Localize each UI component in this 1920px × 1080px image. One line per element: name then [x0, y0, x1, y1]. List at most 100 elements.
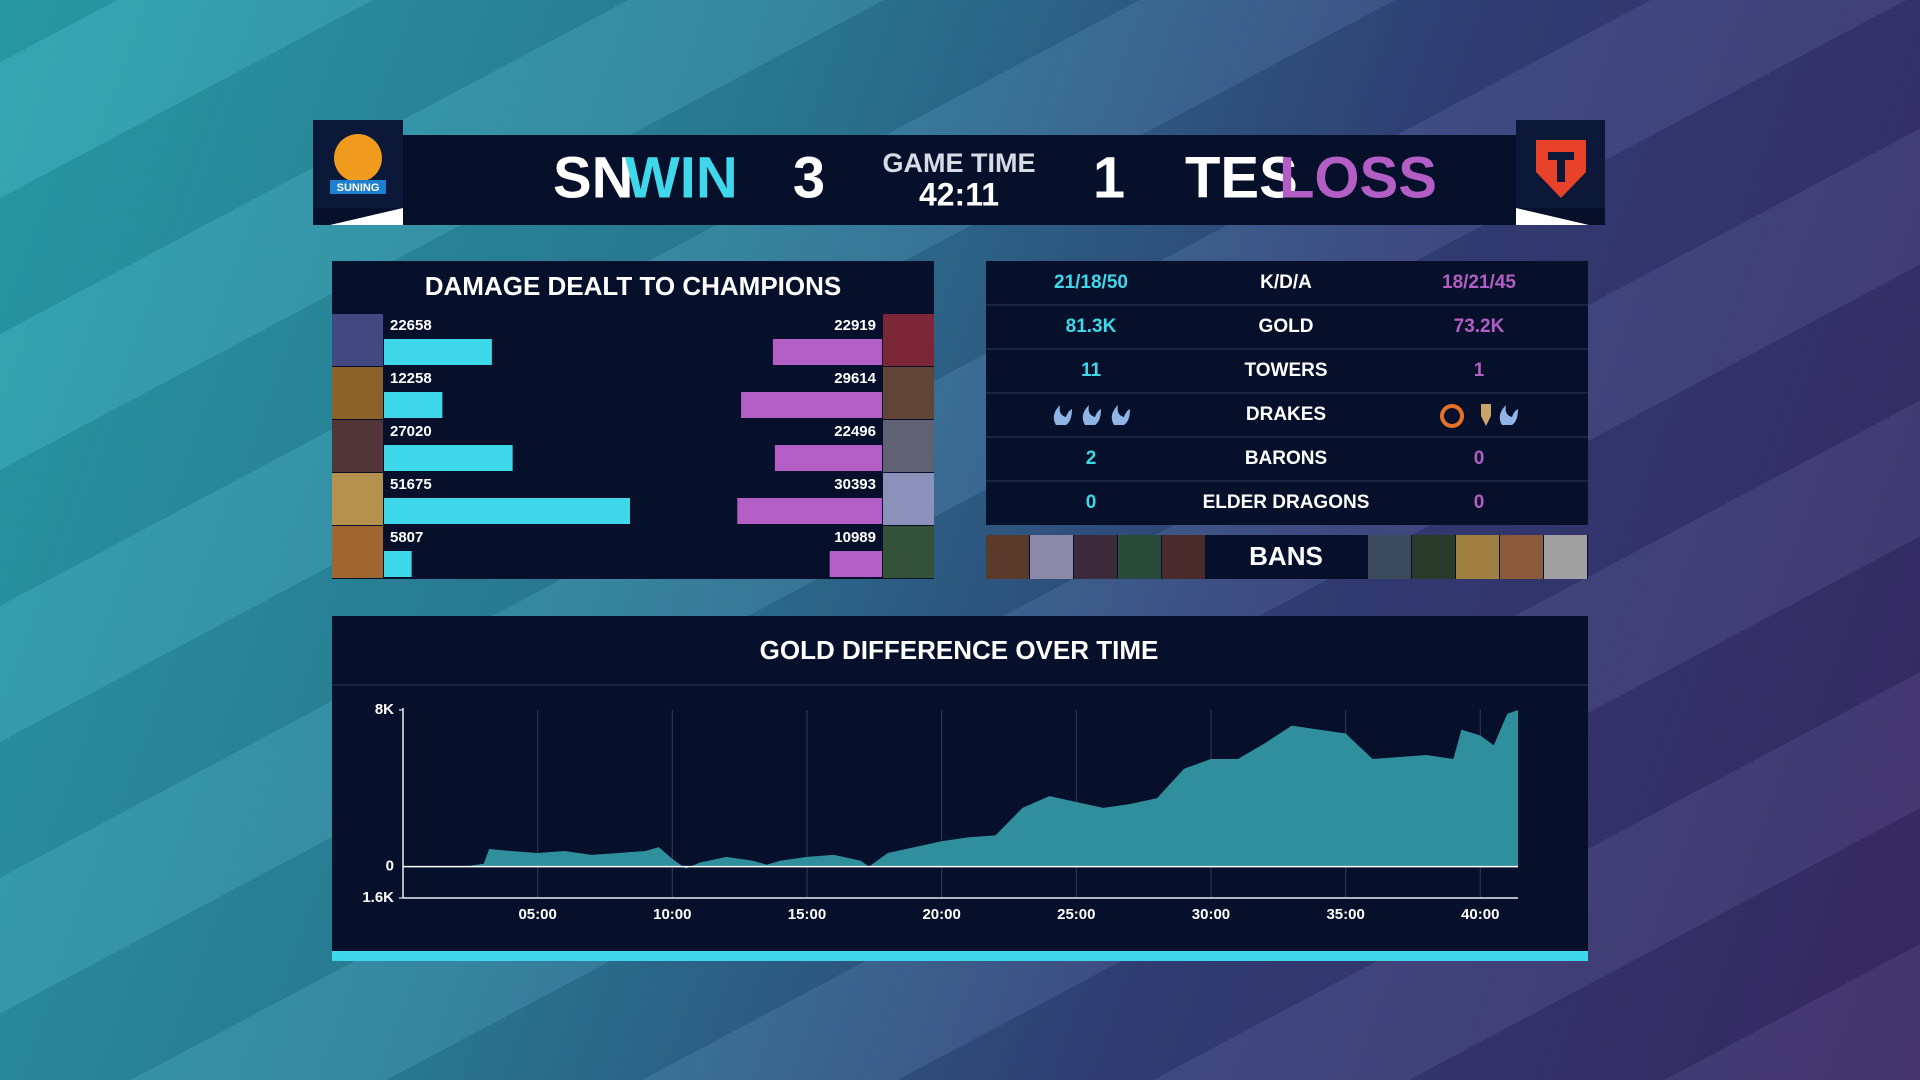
portrait: [883, 473, 934, 525]
result-b: LOSS: [1279, 145, 1437, 210]
score-b: 1: [1093, 145, 1125, 210]
ban-portrait: [1456, 535, 1499, 579]
stat-b: 18/21/45: [1442, 272, 1516, 293]
portrait: [332, 526, 383, 578]
stat-b: 73.2K: [1454, 316, 1505, 337]
x-tick-label: 30:00: [1192, 906, 1230, 923]
team-b: TES: [1185, 145, 1298, 210]
portrait: [883, 367, 934, 419]
y-tick-label: 8K: [375, 701, 394, 718]
ban-portrait: [1368, 535, 1411, 579]
damage-panel: [332, 261, 934, 579]
ban-portrait: [1162, 535, 1205, 579]
ban-portrait: [1500, 535, 1543, 579]
portrait: [332, 314, 383, 366]
damage-value: 30393: [834, 476, 876, 493]
drake-icon: [1053, 405, 1072, 425]
stat-b: 0: [1474, 448, 1485, 469]
stat-a: 81.3K: [1066, 316, 1117, 337]
damage-rows: 22658 22919 12258 29614 27020 22496 51675 30393…: [332, 314, 934, 578]
ban-portraits: [986, 535, 1587, 579]
damage-bar: [741, 392, 882, 418]
ban-portrait: [986, 535, 1029, 579]
portrait: [883, 526, 934, 578]
damage-value: 22919: [834, 317, 876, 334]
portrait: [332, 420, 383, 472]
damage-value: 10989: [834, 529, 876, 546]
drake-icon: [1481, 404, 1491, 426]
damage-bar: [384, 445, 513, 471]
damage-value: 51675: [390, 476, 432, 493]
damage-value: 5807: [390, 529, 423, 546]
x-tick-label: 25:00: [1057, 906, 1095, 923]
x-tick-label: 15:00: [788, 906, 826, 923]
drake-icon: [1111, 405, 1130, 425]
header-bar: [313, 135, 1605, 225]
stat-label: GOLD: [1259, 316, 1314, 337]
logo-a-text: SUNING: [337, 182, 380, 194]
x-tick-label: 20:00: [922, 906, 960, 923]
damage-bar: [384, 551, 412, 577]
gold-chart: 05:00 10:00 15:00 20:00 25:00 30:00 35:00 40:00…: [362, 701, 1518, 923]
logo-accent-b: [1516, 208, 1589, 225]
chart-title: GOLD DIFFERENCE OVER TIME: [760, 635, 1159, 665]
damage-value: 27020: [390, 423, 432, 440]
damage-value: 22658: [390, 317, 432, 334]
y-tick-label: 0: [386, 858, 394, 875]
x-tick-label: 05:00: [518, 906, 556, 923]
drake-icon: [1440, 404, 1464, 428]
ban-portrait: [1030, 535, 1073, 579]
stat-label: TOWERS: [1244, 360, 1327, 381]
damage-bar: [384, 392, 443, 418]
stats-rows: K/D/A 21/18/50 18/21/45 GOLD 81.3K 73.2K TOWER…: [986, 272, 1588, 513]
ban-portrait: [1412, 535, 1455, 579]
portrait: [332, 367, 383, 419]
stat-label: BARONS: [1245, 448, 1327, 469]
drake-icon: [1082, 405, 1101, 425]
stat-a: 0: [1086, 492, 1097, 513]
portrait: [883, 314, 934, 366]
gold-area: [403, 710, 1518, 869]
damage-bar: [384, 339, 492, 365]
ban-portrait: [1544, 535, 1587, 579]
stat-a: 21/18/50: [1054, 272, 1128, 293]
drakes-b: [1440, 404, 1518, 428]
portrait: [883, 420, 934, 472]
stat-label: ELDER DRAGONS: [1203, 492, 1370, 513]
logo-a-mark: [334, 134, 382, 182]
gold-panel-accent: [332, 951, 1588, 961]
damage-bar: [829, 551, 882, 577]
portrait: [332, 473, 383, 525]
damage-title: DAMAGE DEALT TO CHAMPIONS: [425, 271, 841, 301]
bans-label: BANS: [1249, 541, 1323, 571]
x-tick-label: 10:00: [653, 906, 691, 923]
logo-a-band: [330, 180, 386, 194]
damage-bar: [774, 445, 882, 471]
y-tick-label: 1.6K: [362, 889, 394, 906]
game-time: 42:11: [919, 176, 999, 212]
stat-label: DRAKES: [1246, 404, 1326, 425]
result-a: WIN: [625, 145, 738, 210]
stat-label: K/D/A: [1260, 272, 1312, 293]
damage-value: 12258: [390, 370, 432, 387]
stat-b: 0: [1474, 492, 1485, 513]
ban-portrait: [1074, 535, 1117, 579]
damage-bar: [737, 498, 882, 524]
x-tick-label: 35:00: [1326, 906, 1364, 923]
drake-icon: [1499, 405, 1518, 425]
ban-portrait: [1118, 535, 1161, 579]
damage-bar: [384, 498, 630, 524]
damage-value: 29614: [834, 370, 876, 387]
score-a: 3: [793, 145, 825, 210]
stat-a: 2: [1086, 448, 1097, 469]
stat-a: 11: [1081, 360, 1102, 381]
stat-b: 1: [1474, 360, 1485, 381]
team-a: SN: [553, 145, 634, 210]
damage-value: 22496: [834, 423, 876, 440]
game-time-label: GAME TIME: [883, 148, 1036, 178]
damage-bar: [772, 339, 882, 365]
x-tick-label: 40:00: [1461, 906, 1499, 923]
logo-accent-a: [330, 208, 403, 225]
